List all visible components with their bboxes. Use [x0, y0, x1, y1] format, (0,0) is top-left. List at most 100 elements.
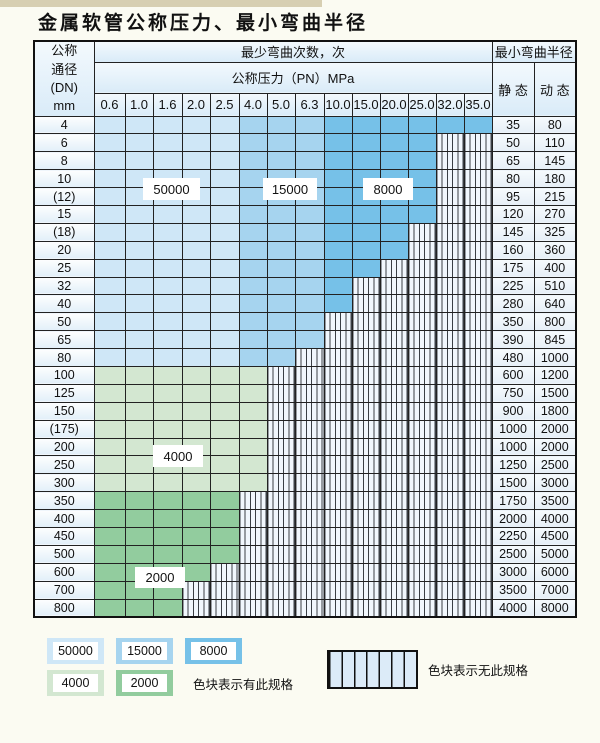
- static-column-header: 静 态: [491, 61, 535, 117]
- cycle-cell: [238, 115, 268, 135]
- cycle-cell: [407, 133, 437, 153]
- cycle-cell: [93, 365, 126, 385]
- no-spec-hatch-cell: [266, 419, 296, 439]
- no-spec-hatch-cell: [435, 330, 465, 350]
- cycle-cell: [93, 312, 126, 332]
- cycle-cell: [181, 544, 211, 564]
- cycle-count-label: 50000: [143, 178, 200, 200]
- cycle-cell: [93, 330, 126, 350]
- cycle-cell: [351, 151, 381, 171]
- cycle-cell: [152, 204, 183, 224]
- no-spec-hatch-cell: [435, 169, 465, 189]
- no-spec-hatch-cell: [379, 580, 409, 600]
- cycle-cell: [124, 544, 154, 564]
- cycle-cell: [266, 133, 296, 153]
- dn-cell: 700: [33, 580, 95, 600]
- cycle-cell: [181, 258, 211, 278]
- legend-swatch-8000: 8000: [185, 638, 242, 664]
- no-spec-hatch-cell: [351, 365, 381, 385]
- no-spec-hatch-cell: [323, 419, 353, 439]
- static-radius-cell: 390: [491, 330, 535, 350]
- no-spec-hatch-cell: [407, 222, 437, 242]
- cycle-cell: [238, 330, 268, 350]
- cycle-cell: [152, 312, 183, 332]
- dynamic-radius-cell: 640: [533, 294, 577, 314]
- cycle-cell: [181, 276, 211, 296]
- no-spec-hatch-cell: [238, 509, 268, 528]
- no-spec-hatch-cell: [351, 473, 381, 493]
- cycle-cell: [93, 419, 126, 439]
- no-spec-hatch-cell: [463, 580, 493, 600]
- no-spec-hatch-cell: [463, 348, 493, 367]
- no-spec-hatch-cell: [294, 348, 325, 367]
- cycle-cell: [379, 133, 409, 153]
- no-spec-hatch-cell: [435, 151, 465, 171]
- dn-cell: 150: [33, 401, 95, 421]
- cycle-cell: [152, 401, 183, 421]
- dynamic-radius-cell: 110: [533, 133, 577, 153]
- no-spec-label: 色块表示无此规格: [428, 664, 529, 678]
- page-title: 金属软管公称压力、最小弯曲半径: [38, 12, 369, 34]
- dn-cell: 350: [33, 491, 95, 511]
- cycle-cell: [294, 312, 325, 332]
- table-row: (18) 145 325: [33, 222, 577, 242]
- dn-cell: 125: [33, 383, 95, 403]
- no-spec-hatch-cell: [379, 473, 409, 493]
- cycle-cell: [266, 258, 296, 278]
- cycle-cell: [181, 222, 211, 242]
- no-spec-hatch-cell: [238, 580, 268, 600]
- cycle-cell: [93, 526, 126, 546]
- cycle-cell: [407, 151, 437, 171]
- no-spec-hatch-cell: [294, 491, 325, 511]
- no-spec-hatch-cell: [463, 276, 493, 296]
- dn-cell: 15: [33, 204, 95, 224]
- legend-swatch-15000: 15000: [116, 638, 173, 664]
- no-spec-hatch-cell: [209, 562, 240, 582]
- no-spec-hatch-cell: [407, 455, 437, 475]
- cycle-cell: [152, 509, 183, 528]
- no-spec-hatch-cell: [323, 526, 353, 546]
- cycle-cell: [323, 240, 353, 260]
- static-radius-cell: 4000: [491, 598, 535, 618]
- cycle-cell: [124, 330, 154, 350]
- cycle-cell: [238, 348, 268, 367]
- no-spec-hatch-cell: [294, 562, 325, 582]
- no-spec-hatch-cell: [266, 383, 296, 403]
- no-spec-hatch-cell: [379, 401, 409, 421]
- pressure-col-header: 0.6: [93, 92, 126, 117]
- no-spec-hatch-cell: [435, 276, 465, 296]
- cycle-cell: [238, 401, 268, 421]
- table-row: 400 2000 4000: [33, 509, 577, 528]
- cycle-cell: [93, 169, 126, 189]
- cycle-cell: [323, 222, 353, 242]
- no-spec-hatch-cell: [323, 312, 353, 332]
- no-spec-hatch-cell: [463, 330, 493, 350]
- pressure-col-header: 2.0: [181, 92, 211, 117]
- cycle-cell: [124, 455, 154, 475]
- no-spec-hatch-cell: [323, 491, 353, 511]
- cycle-cell: [124, 258, 154, 278]
- dynamic-radius-cell: 145: [533, 151, 577, 171]
- cycle-cell: [209, 222, 240, 242]
- cycle-cell: [351, 240, 381, 260]
- no-spec-hatch-cell: [407, 544, 437, 564]
- no-spec-hatch-cell: [379, 491, 409, 511]
- no-spec-hatch-cell: [435, 437, 465, 457]
- no-spec-hatch-cell: [379, 258, 409, 278]
- legend-swatch-label: 2000: [122, 674, 167, 692]
- dynamic-radius-cell: 1200: [533, 365, 577, 385]
- pressure-col-header: 20.0: [379, 92, 409, 117]
- cycle-cell: [323, 258, 353, 278]
- cycle-cell: [266, 312, 296, 332]
- dynamic-radius-cell: 215: [533, 187, 577, 206]
- no-spec-hatch-cell: [351, 580, 381, 600]
- cycle-cell: [93, 509, 126, 528]
- no-spec-hatch-cell: [351, 598, 381, 618]
- table-row: (175) 1000 2000: [33, 419, 577, 439]
- no-spec-hatch-cell: [351, 455, 381, 475]
- table-row: 32 225 510: [33, 276, 577, 296]
- static-radius-cell: 1500: [491, 473, 535, 493]
- dn-cell: 80: [33, 348, 95, 367]
- cycle-cell: [266, 222, 296, 242]
- cycle-cell: [124, 240, 154, 260]
